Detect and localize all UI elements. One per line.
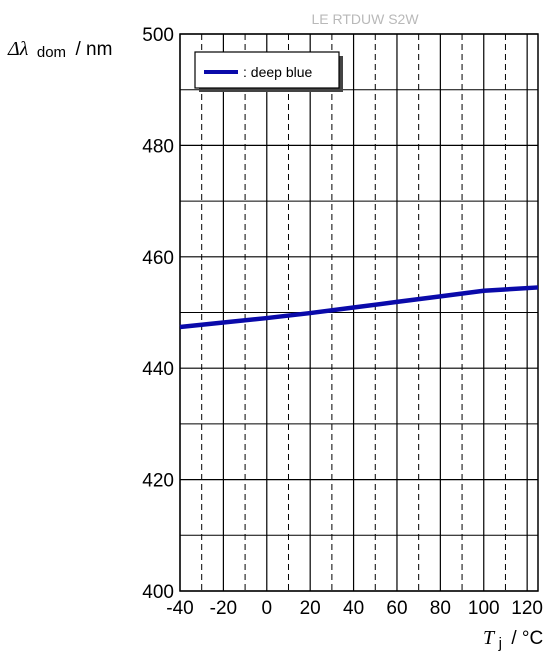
y-tick-labels: 400 420 440 460 480 500 — [142, 25, 174, 603]
x-tick-label: 100 — [468, 598, 500, 619]
y-tick-label: 460 — [142, 248, 174, 269]
x-tick-label: 20 — [300, 598, 321, 619]
x-tick-label: 0 — [261, 598, 272, 619]
y-tick-label: 440 — [142, 359, 174, 380]
plot-frame — [179, 33, 539, 592]
svg-text:T j / °C: T j / °C — [483, 627, 543, 652]
x-axis-title: T j / °C — [483, 627, 543, 652]
y-axis-subscript: dom — [37, 44, 66, 61]
x-tick-label: -20 — [210, 598, 237, 619]
x-tick-label: -40 — [166, 598, 193, 619]
x-axis-unit: / °C — [511, 628, 543, 649]
y-axis-title: Δλ dom / nm — [7, 38, 112, 61]
series-line-deep-blue — [179, 285, 539, 330]
x-tick-label: 120 — [511, 598, 543, 619]
y-tick-label: 500 — [142, 25, 174, 46]
y-tick-label: 400 — [142, 582, 174, 603]
watermark-text: LE RTDUW S2W — [311, 11, 419, 27]
legend-label-deep-blue: : deep blue — [243, 64, 312, 80]
x-tick-label: 60 — [386, 598, 407, 619]
x-tick-label: 40 — [343, 598, 364, 619]
svg-text:Δλ dom / nm: Δλ dom / nm — [7, 38, 112, 61]
minor-grid — [180, 34, 538, 591]
x-axis-symbol: T — [483, 627, 496, 649]
series-layer — [179, 285, 539, 330]
y-tick-label: 480 — [142, 136, 174, 157]
x-axis-subscript: j — [498, 635, 502, 652]
y-axis-unit: / nm — [76, 39, 113, 60]
y-axis-symbol: Δλ — [7, 38, 29, 60]
x-tick-labels: -40 -20 0 20 40 60 80 100 120 — [166, 598, 543, 619]
legend: : deep blue — [194, 51, 343, 92]
y-tick-label: 420 — [142, 471, 174, 492]
x-tick-label: 80 — [430, 598, 451, 619]
